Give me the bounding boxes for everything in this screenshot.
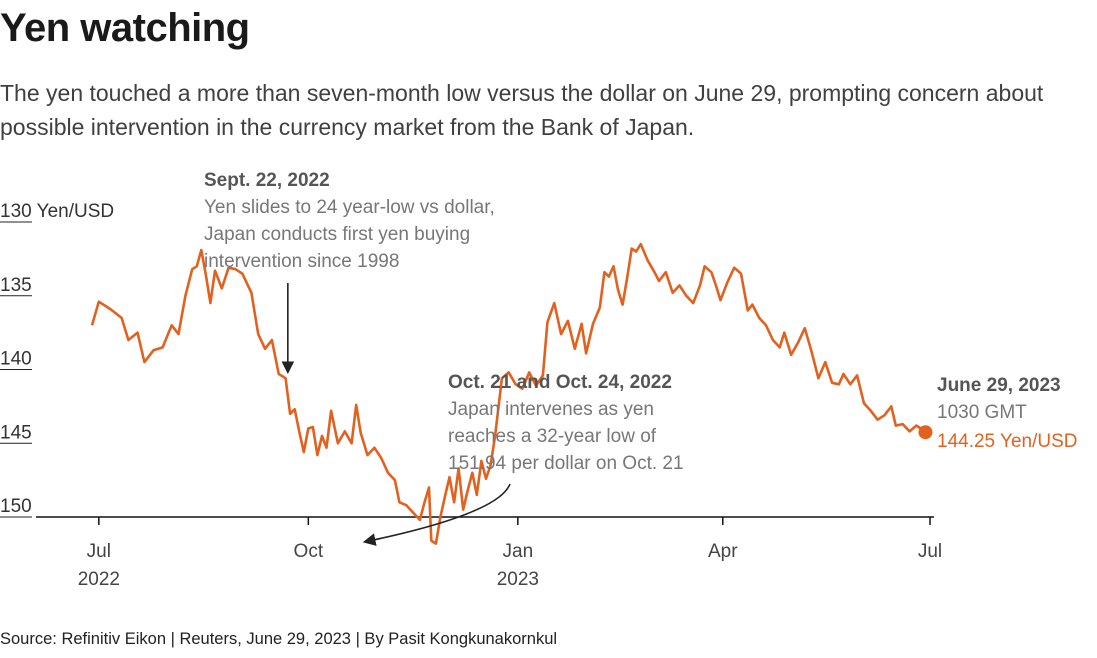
end-label-time: 1030 GMT [937, 402, 1027, 423]
y-tick-label-145: 145 [0, 422, 32, 443]
x-tick-label-2: Jan [503, 541, 534, 562]
end-label-value: 144.25 Yen/USD [937, 431, 1078, 452]
y-tick-label-135: 135 [0, 275, 32, 296]
y-tick-label-130: 130 Yen/USD [0, 201, 114, 222]
yen-line-chart: 130 Yen/USD 135 140 145 150 Jul 2022 Oct Jan 202… [0, 170, 1078, 590]
end-point-marker [918, 425, 933, 440]
series-line-yen-usd [90, 242, 927, 545]
source-credit: Source: Refinitiv Eikon | Reuters, June … [0, 630, 558, 648]
x-tick-year-2: 2023 [497, 569, 539, 590]
annotation-oct21-line-1: Japan intervenes as yen [448, 399, 654, 420]
annotation-oct21: Oct. 21 and Oct. 24, 2022 Japan interven… [362, 372, 684, 546]
annotation-oct21-arrow [362, 483, 511, 546]
end-label: June 29, 2023 1030 GMT 144.25 Yen/USD [937, 375, 1078, 452]
x-tick-label-3: Apr [708, 541, 738, 562]
chart-subtitle: The yen touched a more than seven-month … [0, 80, 1044, 140]
y-tick-label-140: 140 [0, 349, 32, 370]
series-group [90, 242, 927, 545]
annotation-oct21-line-3: 151.94 per dollar on Oct. 21 [448, 453, 684, 474]
annotation-sept22: Sept. 22, 2022 Yen slides to 24 year-low… [204, 170, 495, 375]
annotation-oct21-line-2: reaches a 32-year low of [448, 426, 657, 447]
annotation-sept22-line-3: intervention since 1998 [204, 251, 399, 272]
y-tick-label-150: 150 [0, 496, 32, 517]
annotation-sept22-line-1: Yen slides to 24 year-low vs dollar, [204, 197, 495, 218]
annotation-sept22-line-2: Japan conducts first yen buying [204, 224, 470, 245]
chart-title: Yen watching [0, 6, 250, 50]
y-axis: 130 Yen/USD 135 140 145 150 [0, 201, 114, 518]
annotation-oct21-heading: Oct. 21 and Oct. 24, 2022 [448, 372, 672, 393]
x-tick-label-0: Jul [87, 541, 111, 562]
x-axis: Jul 2022 Oct Jan 2023 Apr Jul [36, 516, 942, 590]
end-label-date: June 29, 2023 [937, 375, 1061, 396]
x-tick-label-1: Oct [294, 541, 324, 562]
x-tick-year-0: 2022 [78, 569, 120, 590]
annotation-sept22-heading: Sept. 22, 2022 [204, 170, 330, 191]
x-tick-label-4: Jul [918, 541, 942, 562]
